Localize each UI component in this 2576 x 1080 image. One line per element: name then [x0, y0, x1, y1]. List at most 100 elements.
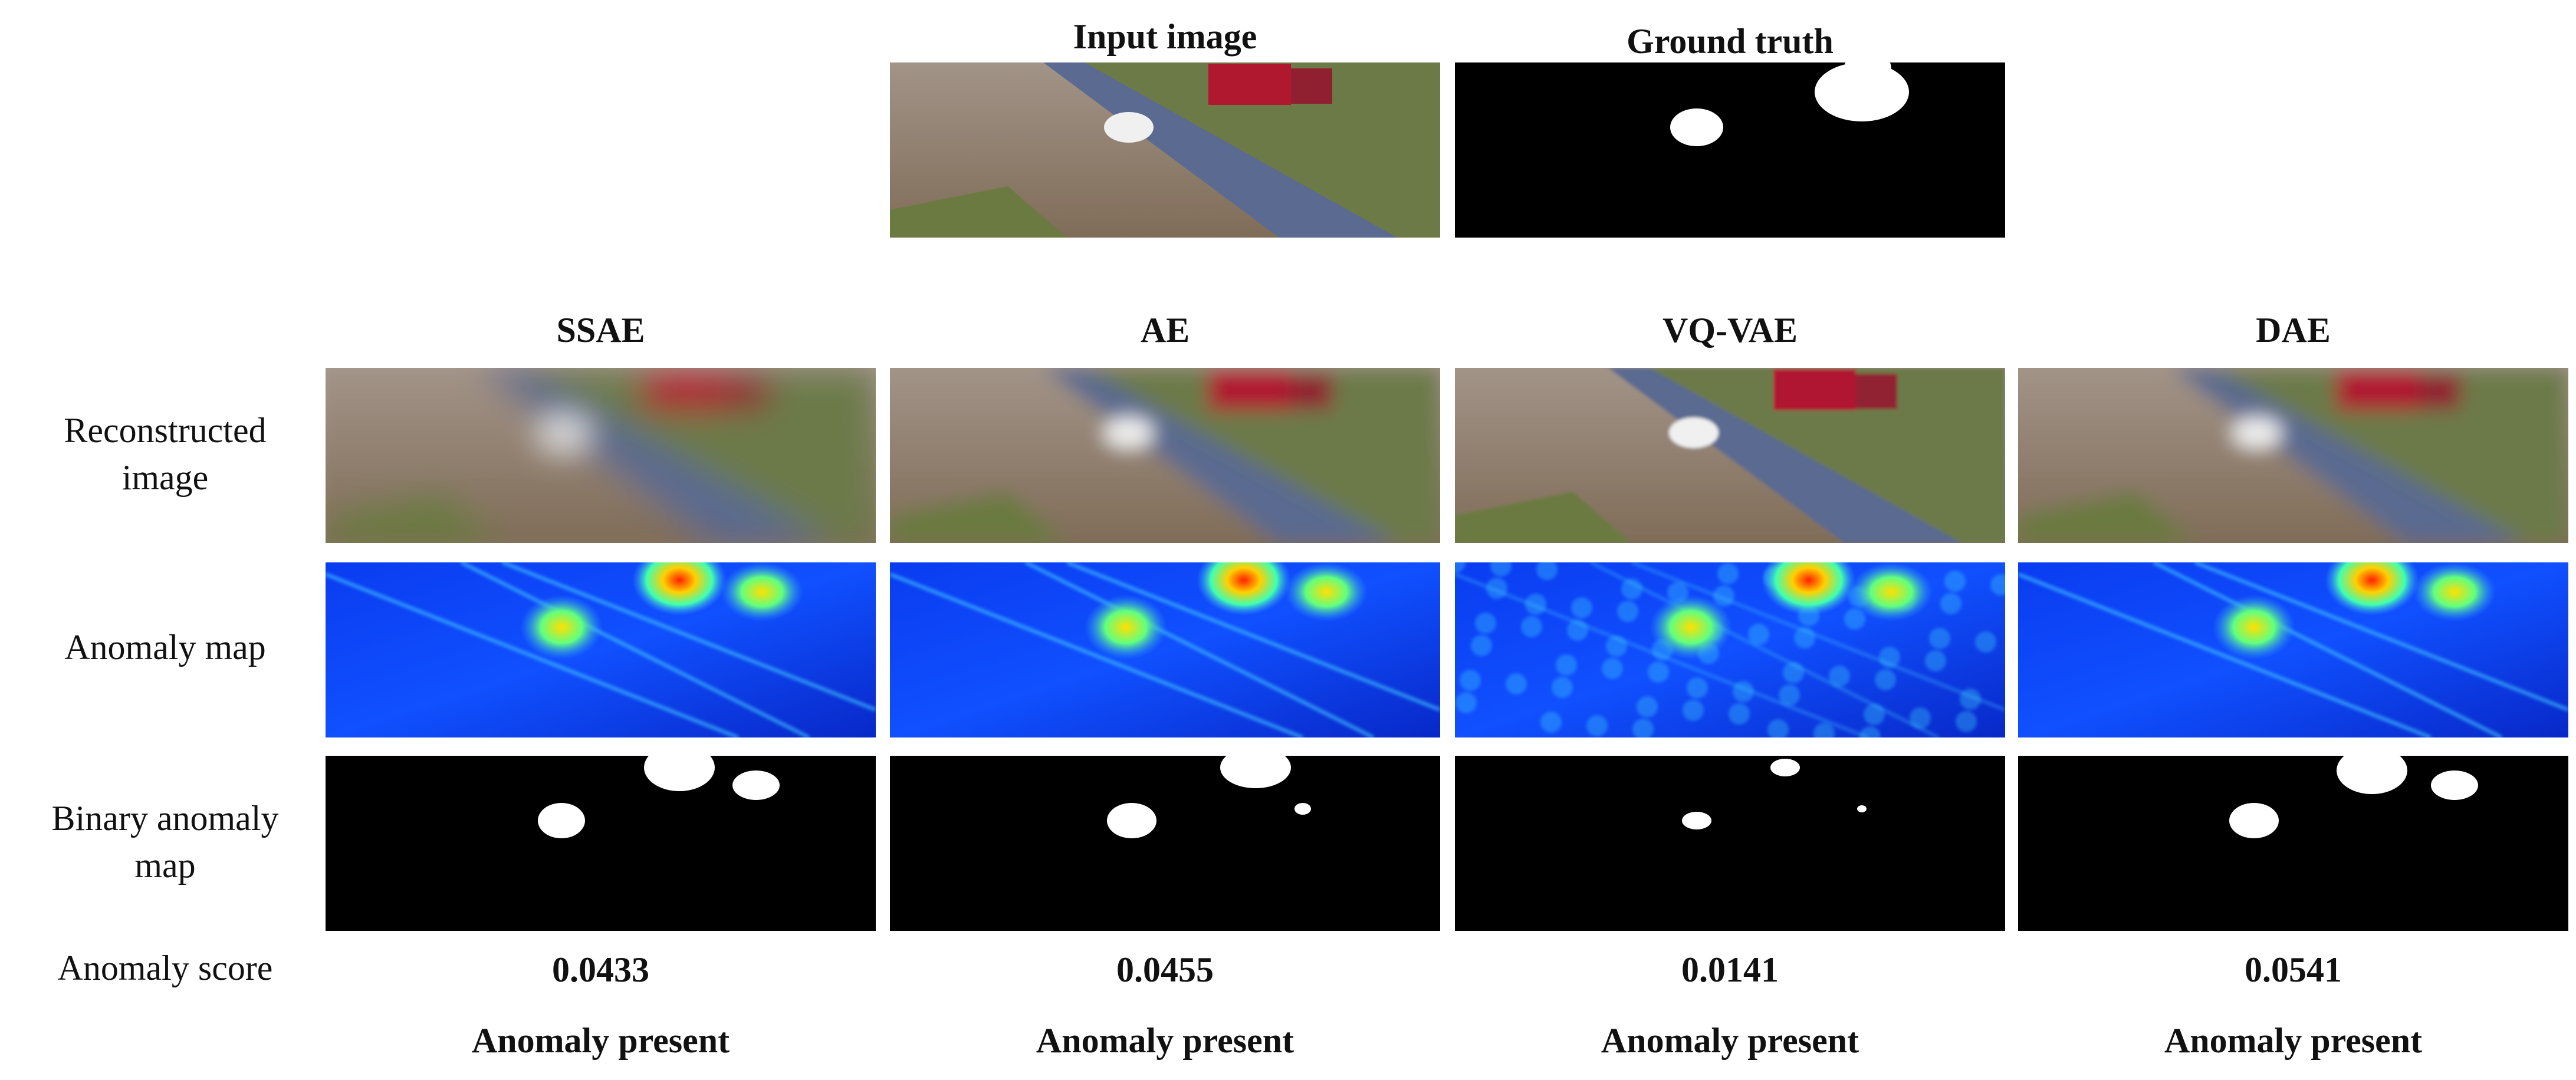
hot-spot: [1197, 562, 1291, 615]
image-panel: [1455, 62, 2005, 238]
road: [479, 368, 833, 543]
verge: [890, 492, 1067, 543]
edge: [501, 562, 876, 712]
row-label: Anomaly map: [64, 628, 266, 667]
heat-noise: [1621, 578, 1642, 600]
heat-noise: [1713, 585, 1734, 607]
binary-bg: [890, 756, 1440, 931]
binary-blob: [1107, 803, 1156, 838]
heat-noise: [1632, 719, 1654, 737]
heat-noise: [1859, 726, 1881, 737]
heat-noise: [1944, 571, 1966, 592]
image-panel: [890, 756, 1440, 931]
anomaly-score: 0.0541: [2245, 950, 2342, 989]
result-label: Anomaly present: [1036, 1021, 1294, 1060]
tractor-cab: [727, 374, 768, 409]
hot-spot: [2325, 562, 2419, 615]
image-panel: [326, 562, 876, 737]
edge: [460, 562, 810, 737]
result-label: Anomaly present: [2164, 1021, 2423, 1060]
heat-noise: [1864, 704, 1885, 725]
edge: [1024, 562, 1375, 737]
hot-spot: [1285, 562, 1368, 621]
hot-spot: [1650, 595, 1732, 660]
heat-noise: [1910, 707, 1931, 729]
anomaly-score: 0.0433: [552, 950, 649, 989]
heat-noise: [1733, 681, 1754, 702]
heat-noise: [1506, 673, 1527, 694]
scene: [2018, 368, 2568, 543]
heat-noise: [1879, 647, 1900, 668]
verge: [326, 492, 502, 543]
image-panel: [2018, 368, 2568, 543]
heat-noise: [1460, 670, 1481, 691]
ground-truth-title: Ground truth: [1627, 22, 1834, 61]
heat-noise: [1990, 574, 2005, 595]
image-panel: [890, 62, 1440, 238]
binary-blob: [732, 771, 780, 800]
heat-noise: [1556, 654, 1577, 676]
heat-noise: [1455, 692, 1477, 713]
heat-noise: [1956, 711, 1977, 732]
binary-blob: [1844, 62, 1891, 86]
heat-lines: [326, 562, 876, 737]
method-title: AE: [1140, 311, 1190, 350]
edge: [2153, 562, 2503, 737]
image-panel: [2018, 756, 2568, 931]
heat-noise: [1471, 635, 1492, 656]
binary-bg: [2018, 756, 2568, 931]
edge: [2194, 562, 2568, 712]
binary-blob: [1220, 756, 1291, 788]
heat-lines: [2018, 562, 2568, 737]
heat-noise: [1486, 578, 1507, 599]
heat-noise: [1940, 593, 1961, 614]
hot-spot: [1850, 562, 1933, 621]
car: [540, 417, 589, 448]
method-title: SSAE: [556, 311, 645, 350]
heat-noise: [1617, 601, 1638, 622]
heat-noise: [1925, 650, 1946, 671]
binary-blob: [1857, 805, 1867, 812]
image-panel: [1455, 756, 2005, 931]
heat-noise: [1779, 684, 1800, 706]
image-panel: [326, 756, 876, 931]
binary-blob: [1294, 803, 1311, 815]
heat-noise: [1683, 700, 1704, 721]
car: [2232, 417, 2282, 448]
road: [1043, 368, 1397, 543]
binary-blob: [538, 803, 585, 838]
hot-spot: [1762, 562, 1856, 615]
row-label: Binary anomaly map: [51, 799, 279, 885]
heat-noise: [1552, 677, 1573, 698]
edge: [1066, 562, 1440, 712]
tractor: [1208, 369, 1291, 410]
edge: [2018, 572, 2432, 737]
heat-noise: [1571, 597, 1592, 618]
heat-noise: [1455, 562, 1466, 573]
heat-noise: [1794, 627, 1815, 648]
binary-blob: [2229, 803, 2279, 838]
hot-spot: [2213, 595, 2295, 660]
binary-blob: [1670, 108, 1723, 146]
heat-noise: [1875, 669, 1896, 690]
tractor: [644, 369, 727, 410]
heat-noise: [1490, 562, 1512, 577]
tractor-cab: [1291, 68, 1332, 104]
scene: [326, 368, 876, 543]
binary-bg: [326, 756, 876, 931]
heat-noise: [1606, 636, 1627, 657]
input-title: Input image: [1073, 17, 1257, 56]
binary-blob: [2431, 771, 2478, 800]
heat-noise: [1521, 616, 1542, 637]
binary-bg: [1455, 62, 2005, 238]
hot-spot: [632, 562, 727, 615]
image-panel: [2018, 562, 2568, 737]
image-panel: [890, 562, 1440, 737]
verge: [1455, 492, 1632, 543]
edge: [890, 572, 1304, 737]
tractor-cab: [1291, 374, 1332, 409]
heat-noise: [1929, 628, 1950, 649]
car: [1104, 417, 1154, 448]
